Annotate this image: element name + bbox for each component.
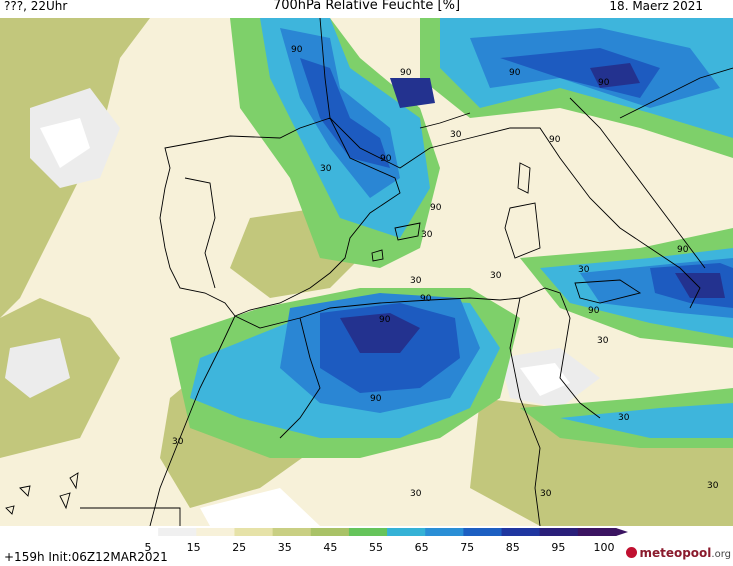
contour-label-90: 90 — [598, 78, 610, 88]
colorbar-label: 5 — [144, 541, 152, 554]
contour-label-90: 90 — [400, 68, 412, 78]
colorbar-cell — [539, 528, 579, 536]
contour-label-30: 30 — [320, 164, 332, 174]
contour-label-30: 30 — [421, 230, 433, 240]
contour-label-90: 90 — [430, 203, 442, 213]
valid-date-label: 18. Maerz 2021 — [609, 0, 703, 13]
colorbar-label: 25 — [232, 541, 247, 554]
contour-label-90: 90 — [370, 394, 382, 404]
colorbar-cell — [310, 528, 350, 536]
contour-label-30: 30 — [597, 336, 609, 346]
contour-label-90: 90 — [509, 68, 521, 78]
contour-label-30: 30 — [618, 413, 630, 423]
logo-tld: .org — [711, 549, 731, 560]
colorbar-cell — [387, 528, 426, 536]
humidity-map: 90 90 90 90 90 90 90 90 90 90 90 90 30 3… — [0, 18, 733, 526]
colorbar-cell — [501, 528, 541, 536]
contour-label-30: 30 — [172, 437, 184, 447]
colorbar-cell — [577, 528, 617, 536]
logo-icon — [626, 547, 638, 558]
colorbar-cell — [158, 528, 197, 536]
contour-label-30: 30 — [578, 265, 590, 275]
coastlines — [5, 18, 733, 526]
colorbar-label: 55 — [369, 541, 383, 554]
colorbar-label: 35 — [277, 541, 292, 554]
contour-label-90: 90 — [291, 45, 303, 55]
contour-label-90: 90 — [677, 245, 689, 255]
contour-labels-30: 30 30 30 30 30 30 30 30 30 30 30 30 — [172, 130, 719, 499]
colorbar-label: 45 — [323, 541, 338, 554]
contour-label-30: 30 — [540, 489, 552, 499]
colorbar-label: 65 — [414, 541, 429, 554]
contour-label-90: 90 — [549, 135, 561, 145]
contour-label-90: 90 — [420, 294, 432, 304]
colorbar-label: 15 — [186, 541, 201, 554]
colorbar — [120, 528, 628, 536]
colorbar-label: 75 — [460, 541, 475, 554]
meteopool-logo: meteopool.org — [626, 546, 731, 560]
colorbar-label: 100 — [593, 541, 615, 554]
contour-labels-90: 90 90 90 90 90 90 90 90 90 90 90 90 — [291, 45, 689, 404]
map-title: 700hPa Relative Feuchte [%] — [272, 0, 461, 13]
colorbar-cell — [348, 528, 388, 536]
footer: 5 15 25 35 45 55 65 75 85 95 100 +159h Init:06Z12M… — [0, 526, 733, 566]
colorbar-cell — [463, 528, 503, 536]
colorbar-label: 95 — [551, 541, 566, 554]
colorbar-cell — [196, 528, 235, 536]
colorbar-label: 85 — [505, 541, 520, 554]
contour-label-30: 30 — [707, 481, 719, 491]
colorbar-cells — [120, 528, 628, 536]
header: ???, 22Uhr 700hPa Relative Feuchte [%] 1… — [0, 0, 733, 18]
moisture-95-regions — [340, 63, 725, 353]
colorbar-cell — [272, 528, 312, 536]
contour-label-30: 30 — [490, 271, 502, 281]
logo-text: meteopool — [639, 546, 712, 560]
colorbar-cell — [425, 528, 464, 536]
contour-label-90: 90 — [588, 306, 600, 316]
contour-label-30: 30 — [410, 489, 422, 499]
colorbar-end-arrow — [616, 528, 628, 536]
contour-label-30: 30 — [450, 130, 462, 140]
colorbar-cell — [120, 528, 159, 536]
contour-label-30: 30 — [410, 276, 422, 286]
moisture-5-regions — [40, 118, 570, 526]
contour-label-90: 90 — [380, 154, 392, 164]
init-time-label: +159h Init:06Z12MAR2021 — [4, 550, 168, 564]
colorbar-cell — [234, 528, 274, 536]
contour-label-90: 90 — [379, 315, 391, 325]
valid-time-label: ???, 22Uhr — [4, 0, 68, 13]
